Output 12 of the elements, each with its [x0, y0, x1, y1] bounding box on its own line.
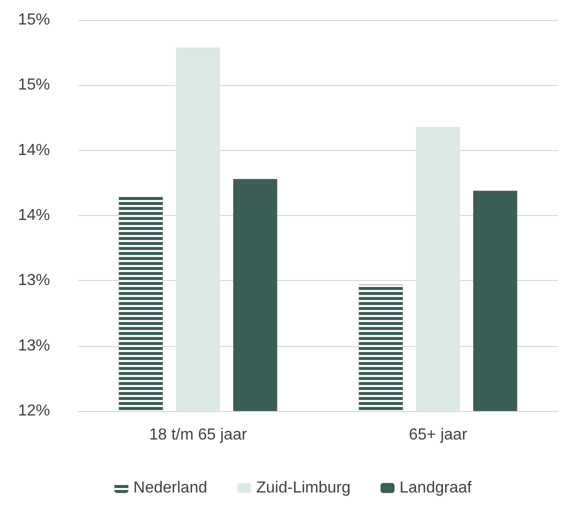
- legend-label: Landgraaf: [400, 480, 472, 496]
- y-tick-label: 13%: [18, 337, 50, 354]
- y-tick-label: 13%: [18, 272, 50, 290]
- legend-label: Nederland: [133, 480, 208, 496]
- y-tick-label: 15%: [18, 76, 50, 94]
- legend-label: Zuid-Limburg: [256, 480, 351, 496]
- y-tick-label: 15%: [18, 12, 50, 28]
- y-tick-label: 12%: [18, 402, 50, 420]
- x-tick-label: 18 t/m 65 jaar: [149, 426, 248, 444]
- y-tick-label: 14%: [18, 207, 50, 224]
- x-tick-label: 65+ jaar: [408, 426, 468, 444]
- y-tick-label: 14%: [18, 142, 50, 159]
